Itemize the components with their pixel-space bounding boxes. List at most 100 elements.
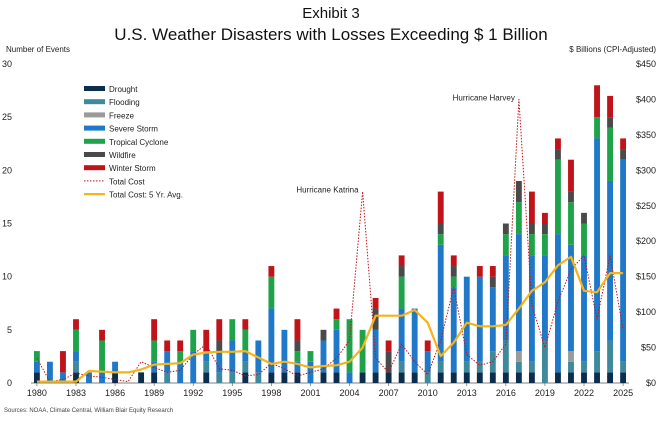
bar-segment [607, 372, 613, 383]
bar-segment [489, 266, 496, 277]
right-tick-label: $50 [641, 343, 656, 353]
bar-segment [320, 329, 327, 341]
x-tick-label: 2019 [535, 388, 555, 398]
bar-segment [411, 372, 418, 383]
right-axis-label: $ Billions (CPI-Adjusted) [569, 45, 656, 54]
bar-segment [528, 191, 535, 224]
bar-segment [242, 351, 249, 362]
bar-segment [372, 329, 379, 373]
bar-segment [463, 361, 470, 373]
bar-segment [73, 329, 79, 352]
bar-segment [73, 319, 79, 330]
bar-segment [268, 372, 275, 383]
bar-segment [151, 319, 158, 341]
bar-segment [437, 191, 444, 224]
x-tick-label: 2022 [574, 388, 594, 398]
bar-segment [177, 351, 184, 362]
bar-segment [73, 372, 79, 383]
bar-segment [502, 234, 509, 256]
legend-label: Freeze [109, 111, 134, 120]
bar-segment [450, 276, 457, 288]
bar-segment [515, 180, 522, 203]
legend-swatch [84, 99, 105, 105]
right-tick-label: $400 [636, 94, 656, 104]
x-tick-label: 1986 [105, 388, 125, 398]
bar-segment [151, 340, 158, 362]
bar-segment [86, 372, 92, 383]
bar-segment [33, 372, 40, 383]
bar-segment [281, 329, 288, 373]
bar-segment [502, 372, 509, 383]
bar-segment [528, 234, 535, 256]
left-tick-label: 10 [2, 272, 12, 282]
right-tick-label: $300 [636, 165, 656, 175]
bar-segment [555, 159, 561, 235]
bar-segment [164, 340, 171, 352]
bar-segment [515, 234, 522, 352]
x-tick-label: 2013 [457, 388, 477, 398]
annotations: Hurricane Katrina Hurricane Harvey [296, 93, 515, 194]
bar-segment [216, 372, 223, 383]
bar-segment [333, 372, 340, 383]
bar-segment [229, 372, 236, 383]
bar-segment [607, 340, 613, 373]
x-tick-label: 2004 [340, 388, 360, 398]
bar-segment [476, 372, 483, 383]
bar-segment [372, 297, 379, 309]
x-tick-label: 1995 [222, 388, 242, 398]
bar-segment [320, 372, 327, 383]
x-tick-label: 2007 [379, 388, 399, 398]
bar-segment [242, 329, 249, 352]
bar-segment [568, 372, 574, 383]
bar-segment [594, 372, 600, 383]
bar-segment [385, 372, 392, 383]
bar-segment [411, 308, 418, 373]
x-tick-label: 1989 [144, 388, 164, 398]
right-tick-label: $100 [636, 307, 656, 317]
bar-segment [476, 266, 483, 277]
bar-segment [594, 85, 600, 118]
total-cost-line [36, 98, 624, 383]
bar-segment [542, 223, 548, 235]
bar-segment [489, 287, 496, 352]
bar-segment [112, 372, 118, 383]
legend-swatch [84, 165, 105, 171]
bar-segment [281, 372, 288, 383]
bar-segment [307, 361, 314, 383]
bar-segment [112, 361, 118, 373]
annotation-label: Hurricane Harvey [453, 93, 515, 102]
bar-segment [33, 361, 40, 373]
bar-segment [177, 361, 184, 383]
annotation-label: Hurricane Katrina [296, 186, 359, 195]
bar-segment [620, 149, 627, 160]
bar-segment [99, 329, 105, 341]
bar-segment [203, 351, 210, 362]
bar-segment [320, 340, 327, 373]
bar-segment [502, 255, 509, 341]
bar-segment [528, 255, 535, 362]
bar-segment [476, 276, 483, 362]
right-tick-label: $150 [636, 272, 656, 282]
bar-segment [398, 308, 405, 362]
bar-segment [73, 351, 79, 362]
bar-segment [568, 244, 574, 352]
left-axis-label: Number of Events [6, 45, 70, 54]
x-tick-label: 2016 [496, 388, 516, 398]
bar-segment [385, 351, 392, 373]
bar-segment [581, 255, 587, 362]
bar-segment [151, 372, 158, 383]
bar-segment [581, 372, 587, 383]
bar-segment [515, 202, 522, 235]
bar-segment [555, 372, 561, 383]
bar-segment [398, 255, 405, 267]
bar-stacks [33, 85, 627, 383]
bar-segment [268, 266, 275, 277]
x-tick-label: 1992 [183, 388, 203, 398]
bar-segment [385, 340, 392, 352]
bar-segment [138, 372, 145, 383]
bar-segment [229, 340, 236, 373]
bar-segment [424, 340, 431, 352]
bar-segment [437, 244, 444, 362]
right-tick-label: $200 [636, 236, 656, 246]
